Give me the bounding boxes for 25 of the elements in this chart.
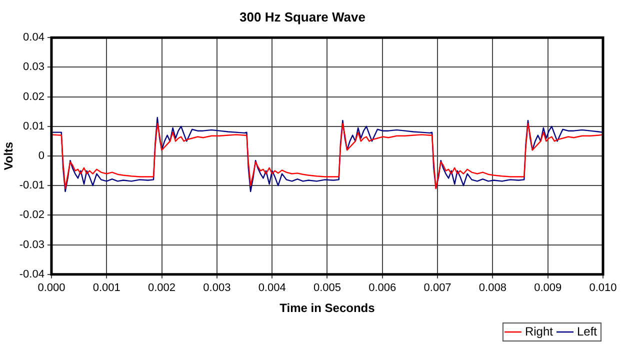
y-tick-label: -0.01 <box>19 180 44 192</box>
y-tick-label: 0.04 <box>23 32 44 44</box>
y-tick-label: -0.03 <box>19 238 44 251</box>
x-tick-label: 0.009 <box>534 282 562 294</box>
x-tick-label: 0.006 <box>368 282 396 294</box>
x-tick-label: 0.007 <box>424 282 452 294</box>
x-tick-label: 0.001 <box>92 282 120 294</box>
legend-label: Right <box>524 324 554 338</box>
x-tick-label: 0.002 <box>148 282 176 294</box>
x-tick-label: 0.004 <box>258 282 286 294</box>
x-tick-label: 0.005 <box>313 282 341 294</box>
y-tick-label: 0 <box>38 150 44 162</box>
y-axis-title: Volts <box>2 141 16 170</box>
x-tick-label: 0.008 <box>478 282 506 294</box>
y-tick-label: 0.03 <box>23 61 44 74</box>
y-tick-label: -0.02 <box>19 209 44 222</box>
x-tick-label: 0.003 <box>203 282 231 294</box>
x-axis-title: Time in Seconds <box>280 301 376 316</box>
y-tick-label: 0.01 <box>23 120 44 132</box>
y-tick-label: -0.04 <box>19 268 44 280</box>
chart-title: 300 Hz Square Wave <box>240 9 366 24</box>
x-tick-label: 0.010 <box>589 282 617 294</box>
legend-label: Left <box>576 324 598 338</box>
x-tick-label: 0.000 <box>38 282 66 294</box>
y-tick-label: 0.02 <box>23 90 44 103</box>
